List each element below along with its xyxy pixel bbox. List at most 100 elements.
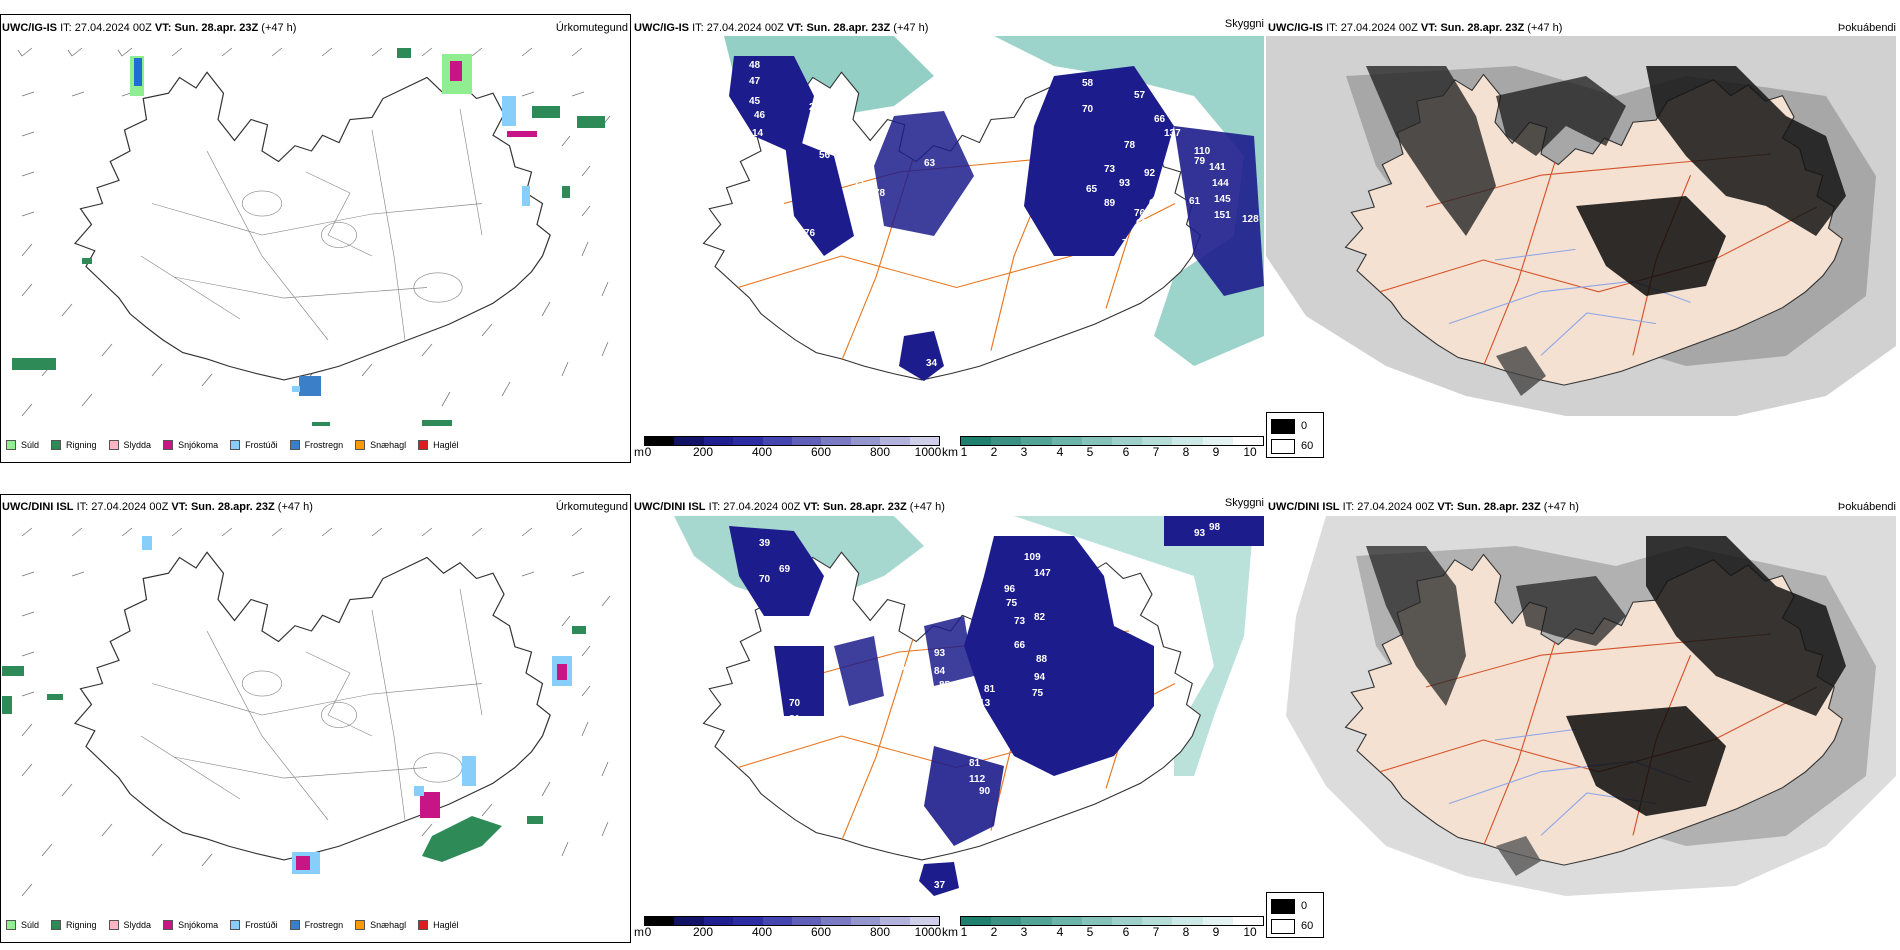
cloud-base-number: 73 (1014, 616, 1026, 627)
cloud-base-number: 85 (939, 680, 951, 691)
cloud-base-number: 93 (1194, 528, 1206, 539)
cloud-base-number: 128 (1242, 214, 1259, 225)
cloud-base-number: 34 (926, 358, 938, 369)
cloud-base-number: 93 (1119, 178, 1131, 189)
precip-patches (12, 48, 605, 426)
cloud-title-dini: Skyggni (1224, 497, 1264, 509)
precip-patches (2, 536, 586, 874)
vis-scale-bar (960, 916, 1264, 926)
cloud-base-number: 88 (1036, 654, 1048, 665)
precip-map-igis (12, 47, 611, 426)
legend-swatch (163, 920, 174, 930)
cloud-base-number: 75 (1032, 688, 1044, 699)
fog-key-igis: 0 60 (1266, 412, 1324, 458)
cloud-base-number: 71 (854, 178, 866, 189)
cloud-base-number: 106 (946, 704, 963, 715)
legend-swatch (230, 920, 241, 930)
cloud-base-number: 59 (1164, 158, 1176, 169)
legend-swatch (51, 920, 62, 930)
cloud-base-number: 94 (1034, 672, 1046, 683)
fog-key-swatch-60 (1271, 919, 1295, 934)
fog-map-dini (1266, 516, 1896, 908)
wind-barbs (21, 527, 611, 897)
cloud-base-number: 88 (934, 690, 946, 701)
cloud-base-number: 14 (752, 128, 764, 139)
precip-panel-dini (0, 494, 631, 943)
vis-scale-unit: km (942, 445, 958, 459)
legend-swatch (6, 440, 16, 450)
fog-header-dini: UWC/DINI ISL IT: 27.04.2024 00Z VT: Sun.… (1268, 501, 1579, 513)
cloud-base-number: 92 (1144, 168, 1156, 179)
cloud-base-number: 70 (1082, 104, 1094, 115)
cloud-scale-bar (644, 436, 940, 446)
cloud-base-number: 134 (744, 684, 761, 695)
cloud-base-number: 113 (974, 698, 991, 709)
fog-dark-areas (1366, 536, 1846, 876)
cloud-scale-unit: m (634, 925, 644, 939)
cloud-base-number: 56 (819, 150, 831, 161)
cloud-base-number: 62 (774, 152, 786, 163)
cloud-base-number: 61 (749, 162, 761, 173)
cloud-base-number: 144 (1212, 178, 1229, 189)
cloud-base-number: 69 (1136, 218, 1148, 229)
cloud-base-number: 112 (969, 774, 986, 785)
cloud-base-number: 203 (744, 668, 761, 679)
cloud-base-number: 145 (1214, 194, 1231, 205)
cloud-base-number: 75 (1006, 598, 1018, 609)
cloud-base-number: 76 (804, 228, 816, 239)
cloud-base-number: 93 (934, 648, 946, 659)
fog-map-igis (1266, 36, 1896, 428)
cloud-base-number: 72 (849, 144, 861, 155)
cloud-map-dini: 3969706720313470819693848588106817573668… (674, 516, 1264, 896)
cloud-base-number: 167 (959, 744, 976, 755)
wind-barbs (17, 47, 611, 417)
fog-header-igis: UWC/IG-IS IT: 27.04.2024 00Z VT: Sun. 28… (1268, 22, 1563, 34)
cloud-base-number: 46 (754, 110, 766, 121)
low-cloud-areas (729, 56, 1264, 381)
precip-panel-igis (0, 14, 631, 463)
cloud-base-number: 69 (779, 564, 791, 575)
cloud-base-number: 98 (1209, 522, 1221, 533)
cloud-base-number: 137 (1164, 128, 1181, 139)
cloud-base-number: 83 (744, 144, 756, 155)
cloud-base-number: 81 (969, 758, 981, 769)
cloud-scale-bar (644, 916, 940, 926)
cloud-base-number: 96 (1004, 584, 1016, 595)
cloud-base-number: 70 (789, 698, 801, 709)
legend-swatch (6, 920, 16, 930)
cloud-base-number: 151 (1214, 210, 1231, 221)
cloud-base-number: 57 (1134, 90, 1146, 101)
cloud-base-number: 37 (934, 880, 946, 891)
vis-scale-bar (960, 436, 1264, 446)
cloud-header-dini: UWC/DINI ISL IT: 27.04.2024 00Z VT: Sun.… (634, 501, 945, 513)
cloud-base-number: 109 (1024, 552, 1041, 563)
cloud-base-number: 67 (804, 618, 816, 629)
legend-swatch (418, 440, 429, 450)
precip-legend-dini: Súld Rigning Slydda Snjókoma Frostúði Fr… (6, 920, 471, 930)
legend-swatch (289, 920, 300, 930)
vis-scale-unit: km (942, 925, 958, 939)
cloud-base-number: 96 (894, 662, 906, 673)
cloud-base-number: 48 (749, 60, 761, 71)
cloud-scale-ticks: 0 200 400 600 800 1000 (644, 925, 942, 939)
cloud-base-number: 79 (1194, 156, 1206, 167)
cloud-base-number: 82 (1034, 612, 1046, 623)
precip-map-dini (2, 527, 611, 897)
cloud-base-number: 293 (809, 102, 826, 113)
cloud-base-number: 39 (759, 538, 771, 549)
cloud-base-number: 141 (1209, 162, 1226, 173)
precip-title-igis: Úrkomutegund (555, 22, 628, 34)
cloud-base-number: 76 (1134, 208, 1146, 219)
cloud-base-number: 65 (1086, 184, 1098, 195)
cloud-base-number: 47 (749, 76, 761, 87)
legend-swatch (289, 440, 300, 450)
legend-swatch (51, 440, 62, 450)
cloud-base-number: 58 (1082, 78, 1094, 89)
cloud-base-number: 74 (1162, 180, 1174, 191)
cloud-base-number: 74 (1122, 238, 1134, 249)
fog-title-dini: Þokuábendi (1837, 501, 1896, 513)
fog-dark-areas (1366, 66, 1846, 396)
cloud-base-number: 66 (1014, 640, 1026, 651)
precip-legend-igis: Súld Rigning Slydda Snjókoma Frostúði Fr… (6, 440, 471, 450)
cloud-scale-ticks: 0 200 400 600 800 1000 (644, 445, 942, 459)
